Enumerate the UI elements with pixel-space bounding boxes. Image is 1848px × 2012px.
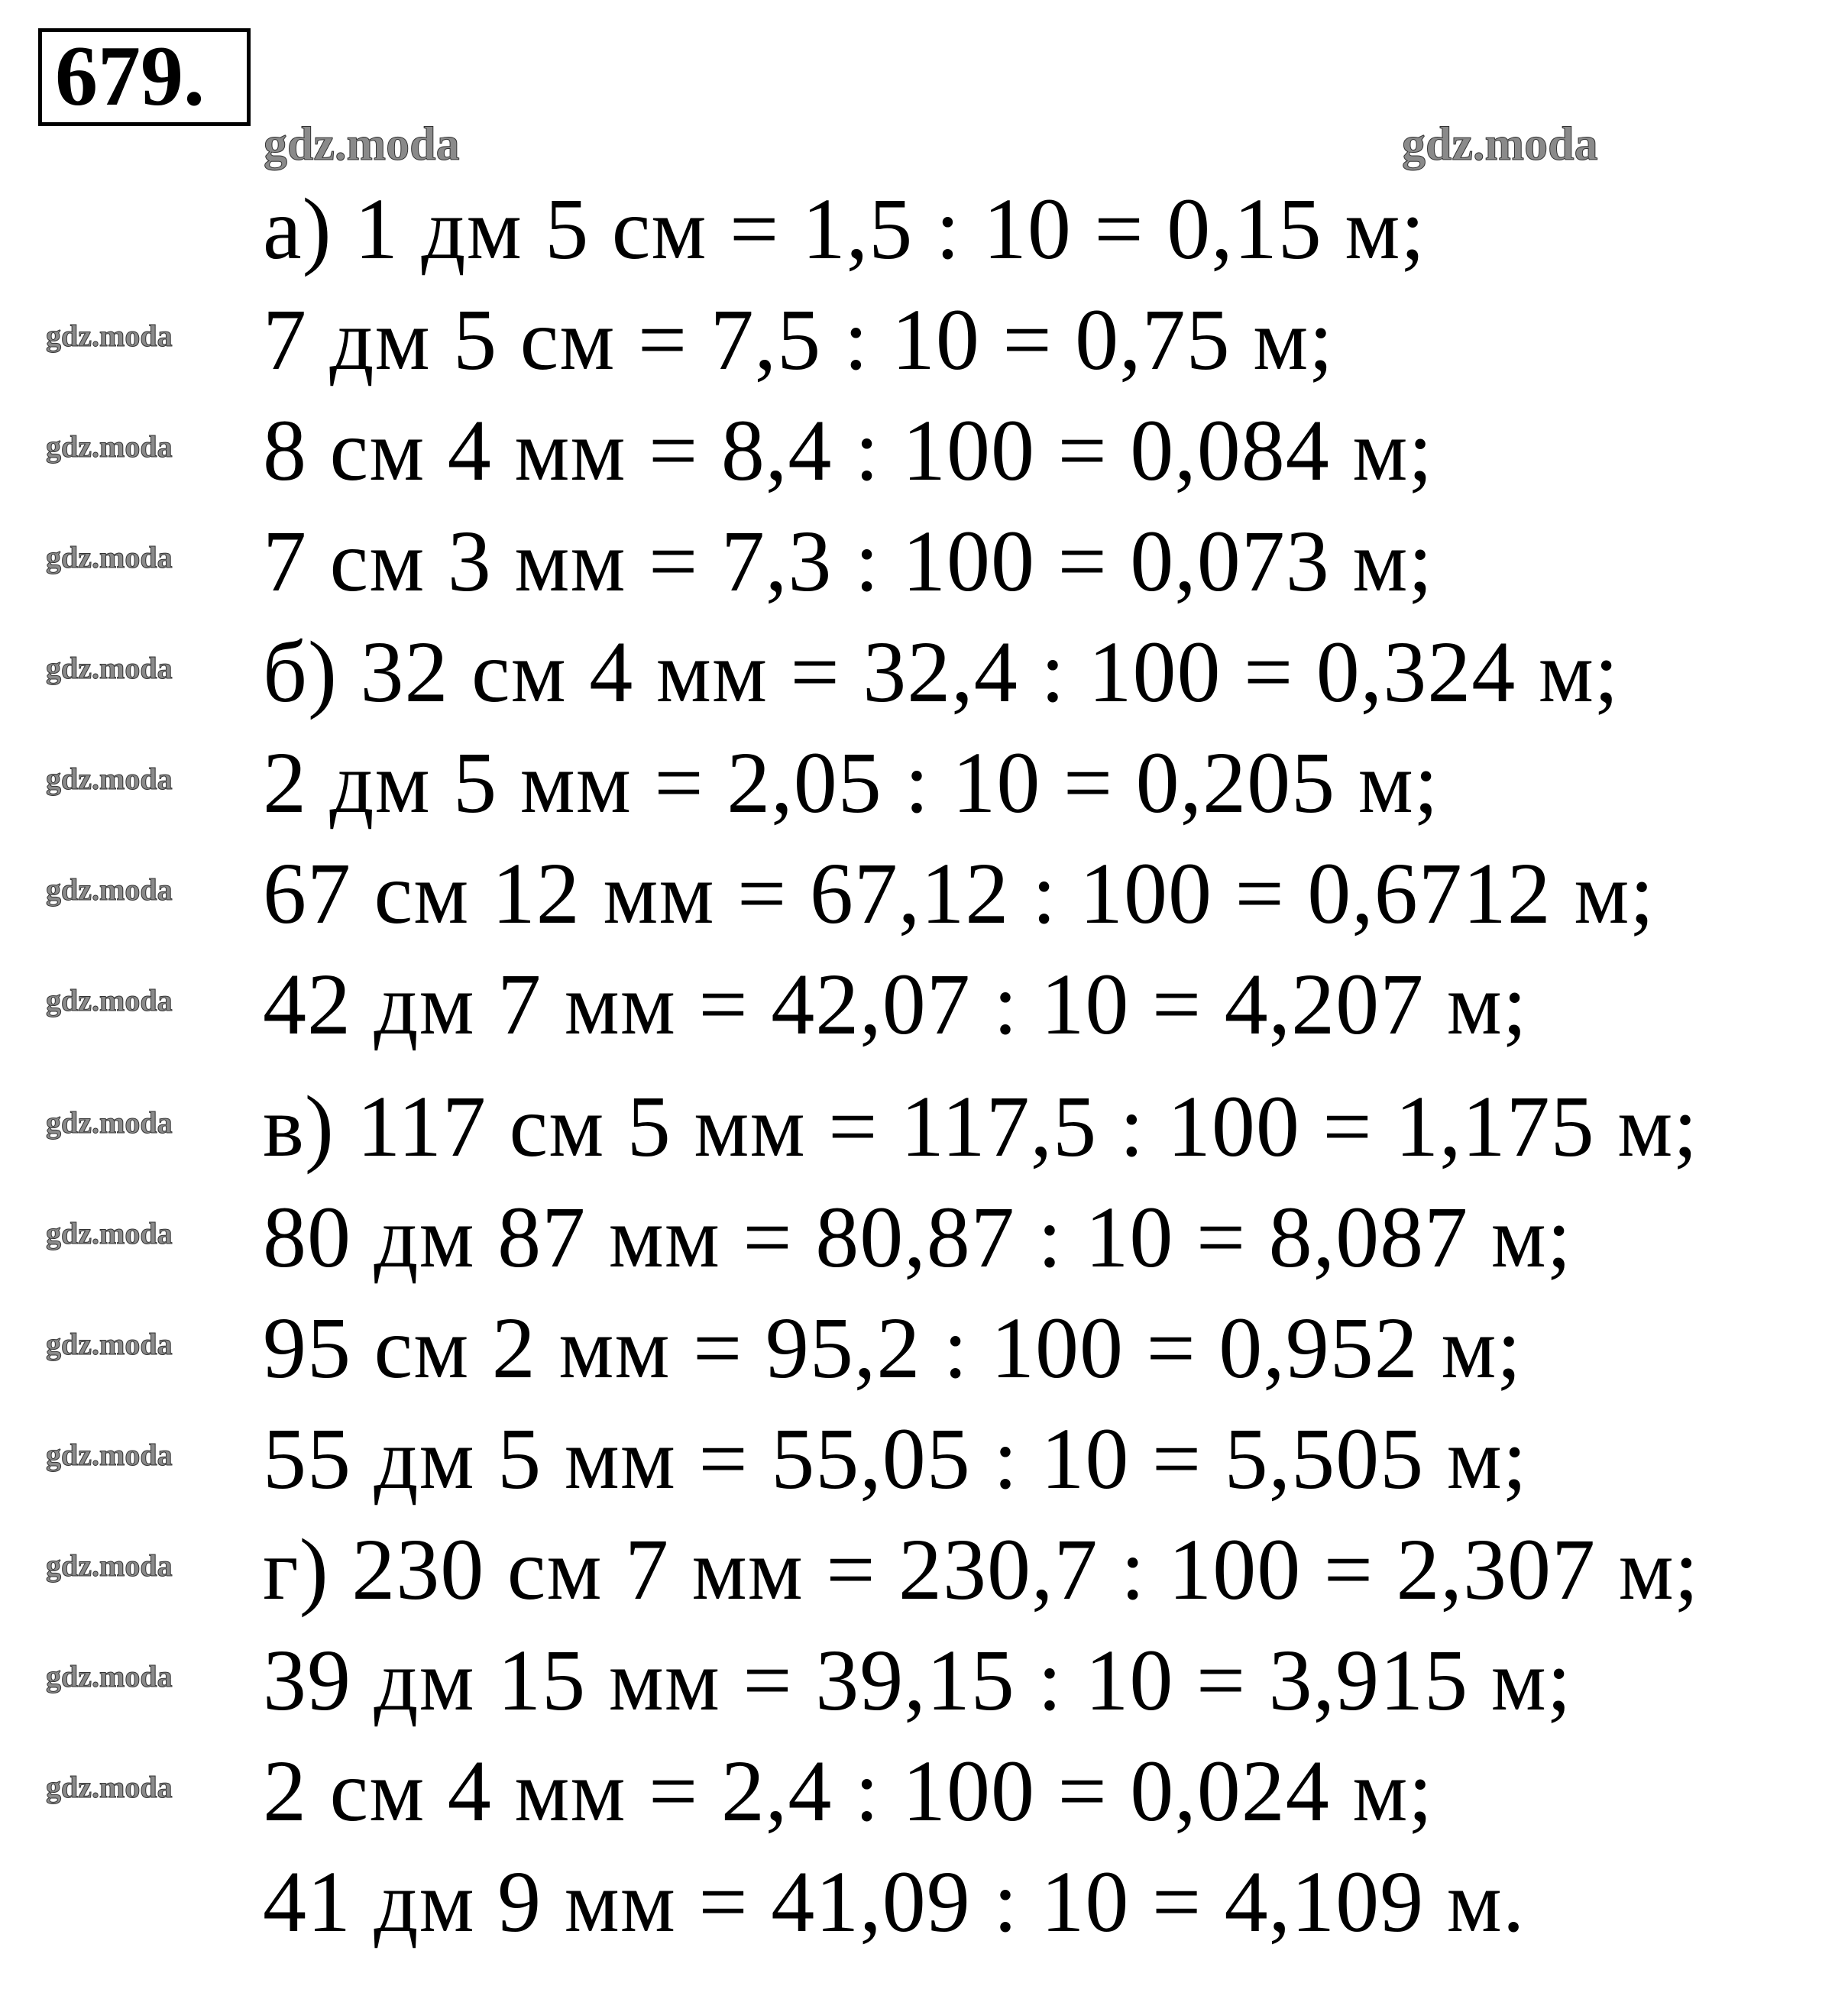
solution-line: г) 230 см 7 мм = 230,7 : 100 = 2,307 м; (263, 1521, 1700, 1618)
solution-line: 39 дм 15 мм = 39,15 : 10 = 3,915 м; (263, 1632, 1572, 1729)
watermark: gdz.moda (46, 762, 173, 796)
solution-line: а) 1 дм 5 см = 1,5 : 10 = 0,15 м; (263, 180, 1426, 277)
watermark: gdz.moda (46, 872, 173, 907)
solution-line: в) 117 см 5 мм = 117,5 : 100 = 1,175 м; (263, 1078, 1698, 1175)
watermark: gdz.moda (46, 319, 173, 353)
watermark: gdz.moda (46, 651, 173, 685)
solution-line: 95 см 2 мм = 95,2 : 100 = 0,952 м; (263, 1299, 1523, 1396)
watermark: gdz.moda (46, 983, 173, 1017)
solution-line: 8 см 4 мм = 8,4 : 100 = 0,084 м; (263, 402, 1434, 499)
watermark: gdz.moda (46, 1438, 173, 1472)
watermark: gdz.moda (46, 1770, 173, 1804)
solution-line: 41 дм 9 мм = 41,09 : 10 = 4,109 м. (263, 1853, 1526, 1950)
watermark: gdz.moda (46, 1327, 173, 1361)
problem-number: 679. (55, 29, 205, 124)
solution-line: 2 см 4 мм = 2,4 : 100 = 0,024 м; (263, 1742, 1434, 1839)
watermark: gdz.moda (46, 1105, 173, 1140)
watermark: gdz.moda (46, 1216, 173, 1250)
solution-line: 67 см 12 мм = 67,12 : 100 = 0,6712 м; (263, 845, 1655, 942)
solution-line: 42 дм 7 мм = 42,07 : 10 = 4,207 м; (263, 956, 1528, 1053)
watermark: gdz.moda (46, 429, 173, 464)
problem-number-box (38, 28, 251, 126)
solution-line: 7 см 3 мм = 7,3 : 100 = 0,073 м; (263, 513, 1434, 610)
watermark: gdz.moda (46, 540, 173, 574)
watermark: gdz.moda (264, 118, 461, 170)
solution-line: 80 дм 87 мм = 80,87 : 10 = 8,087 м; (263, 1189, 1572, 1286)
watermark: gdz.moda (1402, 118, 1599, 170)
watermark: gdz.moda (46, 1659, 173, 1693)
solution-line: 7 дм 5 см = 7,5 : 10 = 0,75 м; (263, 291, 1334, 388)
solution-line: 2 дм 5 мм = 2,05 : 10 = 0,205 м; (263, 734, 1439, 831)
solution-line: б) 32 см 4 мм = 32,4 : 100 = 0,324 м; (263, 623, 1620, 720)
solution-line: 55 дм 5 мм = 55,05 : 10 = 5,505 м; (263, 1410, 1528, 1507)
watermark: gdz.moda (46, 1548, 173, 1583)
